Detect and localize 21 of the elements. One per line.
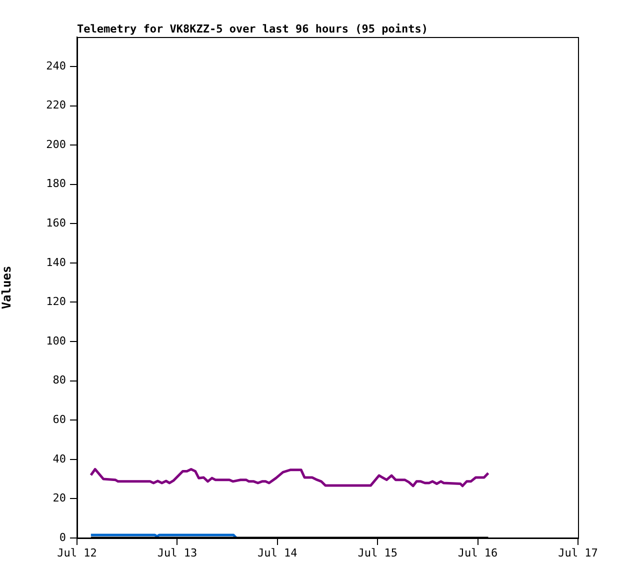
x-tick-label: Jul 17 [558,546,598,560]
y-tick-label: 200 [46,138,66,151]
x-tick-label: Jul 12 [57,546,97,560]
x-tick-label: Jul 15 [358,546,398,560]
y-tick-label: 80 [52,374,66,387]
y-tick-label: 60 [52,412,66,426]
y-tick-label: 100 [46,334,66,348]
chart-title: Telemetry for VK8KZZ-5 over last 96 hours (95 points) [77,22,428,36]
x-tick-label: Jul 13 [157,546,198,560]
y-tick-label: 180 [46,177,66,190]
y-tick-label: 220 [46,98,66,112]
y-tick-label: 20 [52,492,66,505]
x-tick-label: Jul 16 [458,546,498,560]
y-tick-label: 160 [46,216,66,230]
y-axis-title: Values [0,266,14,310]
y-tick-label: 140 [46,256,66,269]
y-tick-label: 0 [59,530,66,544]
y-tick-label: 240 [46,59,66,72]
y-tick-label: 120 [46,295,66,308]
x-tick-label: Jul 14 [258,546,298,560]
y-tick-label: 40 [52,452,66,466]
